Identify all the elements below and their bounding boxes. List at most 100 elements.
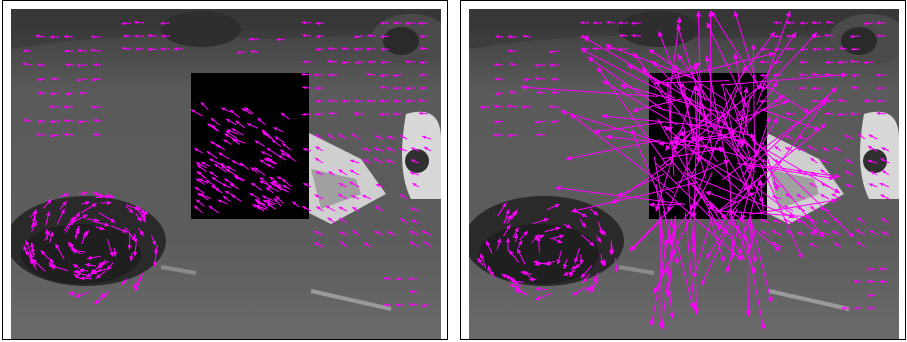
flow-arrow xyxy=(341,99,351,103)
flow-arrow xyxy=(59,200,68,210)
flow-arrow xyxy=(50,264,69,272)
lane-marking xyxy=(618,265,655,275)
flow-arrow xyxy=(404,21,416,26)
flow-arrow xyxy=(503,224,511,237)
flow-arrow xyxy=(274,136,285,144)
flow-arrow xyxy=(190,109,203,117)
flow-arrow xyxy=(544,226,561,233)
flow-arrow xyxy=(380,47,390,52)
flow-arrow xyxy=(267,185,279,192)
flow-arrow xyxy=(879,279,889,284)
flow-arrow xyxy=(64,49,74,53)
flow-arrow xyxy=(63,34,74,39)
flow-arrow xyxy=(728,208,781,252)
flow-arrow xyxy=(250,49,260,54)
flow-arrow xyxy=(213,163,227,173)
flow-arrow xyxy=(574,247,580,264)
flow-arrow xyxy=(250,182,263,191)
flow-arrow xyxy=(280,152,293,159)
flow-arrow xyxy=(532,218,549,225)
flow-arrow xyxy=(265,187,275,194)
flow-arrow xyxy=(825,60,835,65)
flow-arrow xyxy=(856,217,866,224)
flow-arrow xyxy=(314,133,324,140)
flow-arrow xyxy=(405,86,416,91)
flow-arrow xyxy=(773,99,783,103)
flow-arrow xyxy=(487,265,492,274)
flow-arrow xyxy=(550,119,560,124)
flow-arrow xyxy=(31,220,38,233)
flow-arrow xyxy=(55,243,65,260)
flow-arrow xyxy=(29,211,38,218)
flow-arrow xyxy=(223,178,235,186)
flow-arrow xyxy=(579,218,587,228)
flow-arrow xyxy=(662,210,679,265)
flow-arrow xyxy=(396,303,405,307)
flow-arrow xyxy=(785,111,796,116)
flow-arrow xyxy=(521,105,532,109)
flow-arrow xyxy=(147,33,158,38)
flow-arrow xyxy=(735,100,790,122)
flow-arrow xyxy=(65,62,74,67)
flow-arrow xyxy=(266,199,277,205)
flow-arrow xyxy=(95,270,106,279)
flow-arrow xyxy=(121,278,128,285)
flow-arrow xyxy=(810,157,818,164)
flow-arrow xyxy=(489,270,497,279)
flow-arrow xyxy=(301,205,312,212)
flow-arrow xyxy=(722,100,828,181)
dark-car-body xyxy=(479,224,599,284)
flow-arrow xyxy=(610,240,615,255)
flow-arrow xyxy=(494,77,504,81)
flow-arrow xyxy=(880,194,890,200)
flow-arrow xyxy=(260,151,273,157)
flow-arrow xyxy=(869,229,878,236)
flow-arrow xyxy=(720,72,848,86)
moving-car-shade xyxy=(769,169,819,209)
flow-arrow xyxy=(328,73,338,77)
flow-arrow xyxy=(534,76,546,81)
flow-arrow xyxy=(773,34,783,39)
flow-arrow xyxy=(224,133,234,140)
flow-arrow xyxy=(122,34,132,38)
flow-arrow xyxy=(349,169,360,176)
flow-arrow xyxy=(246,123,259,129)
flow-arrow xyxy=(208,171,219,178)
flow-arrow xyxy=(853,279,863,284)
flow-arrow xyxy=(354,60,364,65)
flow-arrow xyxy=(421,303,431,308)
flow-arrow xyxy=(45,211,51,226)
flow-arrow xyxy=(63,105,74,109)
flow-arrow xyxy=(315,86,325,90)
flow-arrow xyxy=(761,32,818,92)
flow-arrow xyxy=(380,21,390,25)
flow-arrow xyxy=(338,169,348,176)
flow-arrow xyxy=(630,221,660,251)
flow-arrow xyxy=(522,34,532,39)
flow-arrow xyxy=(56,208,65,225)
flow-arrow xyxy=(362,194,372,200)
flow-arrow xyxy=(380,60,390,65)
flow-arrow xyxy=(300,72,312,77)
flow-arrow xyxy=(133,233,138,244)
flow-arrow xyxy=(37,119,46,124)
flow-arrow xyxy=(405,60,416,64)
flow-arrow xyxy=(614,258,619,273)
flow-arrow xyxy=(493,120,504,124)
flow-arrow xyxy=(135,47,145,51)
flow-arrow xyxy=(602,80,678,126)
flow-arrow xyxy=(29,253,34,264)
flow-arrow xyxy=(507,49,518,53)
flow-arrow xyxy=(92,220,110,227)
flow-arrow xyxy=(616,173,665,198)
flow-arrow xyxy=(534,120,546,124)
flow-arrow xyxy=(691,65,747,176)
flow-arrow xyxy=(351,206,360,212)
flow-arrow xyxy=(71,214,88,224)
flow-arrow xyxy=(133,20,145,25)
flow-arrow xyxy=(759,85,770,90)
flow-arrow xyxy=(580,34,590,39)
flow-arrow xyxy=(494,62,504,67)
flow-arrow xyxy=(880,217,890,224)
flow-arrow xyxy=(798,86,809,90)
